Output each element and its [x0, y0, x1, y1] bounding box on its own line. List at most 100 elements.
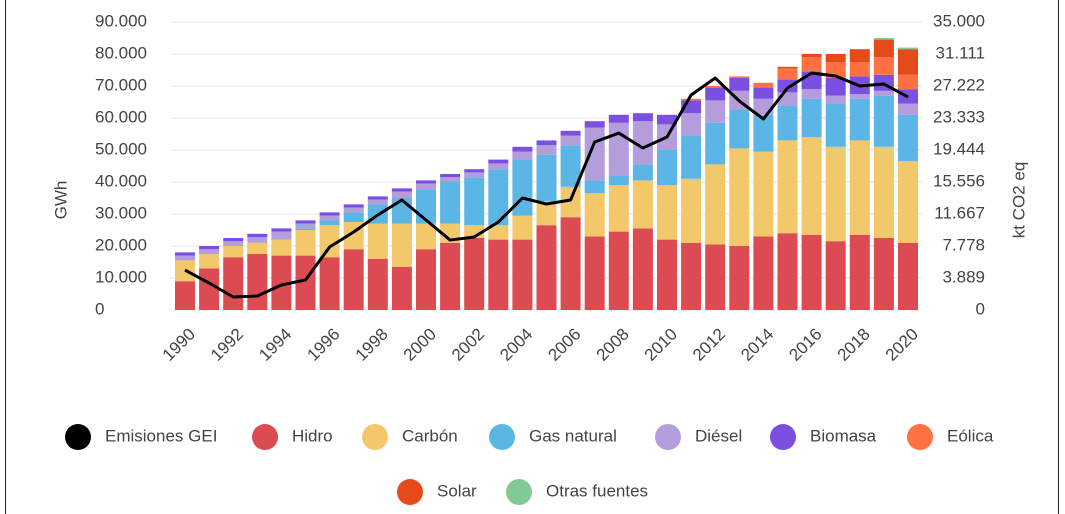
legend-marker	[252, 424, 278, 450]
bar-segment	[777, 233, 798, 310]
bar-segment	[825, 54, 846, 62]
bar-segment	[705, 86, 726, 88]
bar-segment	[343, 249, 364, 310]
bar-segment	[295, 223, 316, 229]
bar-segment	[729, 78, 750, 91]
bar-segment	[777, 79, 798, 93]
bar-segment	[367, 199, 388, 205]
bar-segment	[416, 180, 436, 184]
x-tick-label: 1998	[352, 325, 392, 365]
bar-segment	[729, 110, 750, 149]
y2-tick-label: 19.444	[933, 139, 985, 158]
x-tick-label: 2004	[496, 325, 536, 365]
bar-segment	[705, 164, 726, 245]
bar-segment	[464, 177, 485, 226]
bar-segment	[464, 169, 485, 173]
bar-segment	[608, 114, 629, 123]
bar-segment	[681, 242, 702, 310]
bar-segment	[801, 234, 822, 310]
bar-segment	[657, 114, 677, 125]
bar-segment	[873, 146, 894, 238]
bar-segment	[777, 105, 798, 141]
y-tick-label: 30.000	[95, 203, 147, 222]
bar-segment	[632, 121, 653, 165]
bar-segment	[391, 266, 412, 310]
bar-segment	[608, 122, 629, 176]
bar-segment	[801, 89, 822, 99]
bar-segment	[898, 74, 918, 90]
bar-segment	[391, 188, 412, 192]
bar-segment	[343, 204, 364, 208]
bar-segment	[223, 241, 244, 246]
bar-segment	[560, 145, 581, 187]
bar-segment	[271, 255, 292, 310]
legend-label: Biomasa	[810, 426, 877, 445]
bar-segment	[247, 237, 268, 243]
bar-segment	[295, 255, 316, 310]
bar-segment	[343, 212, 364, 222]
bar-segment	[271, 228, 292, 232]
legend-label: Otras fuentes	[546, 481, 648, 500]
bar-segment	[367, 258, 388, 310]
bar-segment	[632, 113, 653, 122]
bar-segment	[295, 230, 316, 256]
bar-segment	[801, 57, 822, 72]
legend-marker	[506, 479, 532, 505]
legend-label: Carbón	[402, 426, 458, 445]
bar-segment	[512, 146, 533, 152]
bar-segment	[223, 257, 244, 310]
y2-tick-label: 0	[976, 299, 985, 318]
bar-segment	[584, 180, 605, 194]
y2-tick-label: 3.889	[942, 267, 985, 286]
bar-segment	[464, 172, 485, 178]
y2-axis-label: kt CO2 eq	[1009, 162, 1028, 239]
bar-segment	[729, 246, 750, 310]
bar-segment	[175, 281, 195, 310]
y2-tick-label: 11.667	[934, 203, 985, 222]
bar-segment	[488, 239, 509, 310]
y-tick-label: 0	[95, 299, 104, 318]
x-tick-label: 2018	[834, 325, 874, 365]
x-tick-label: 1994	[255, 325, 295, 365]
bar-segment	[175, 255, 195, 261]
x-tick-label: 2006	[544, 325, 584, 365]
bar-segment	[898, 114, 918, 162]
x-tick-label: 1992	[207, 325, 247, 365]
y2-tick-label: 23.333	[933, 107, 985, 126]
bar-segment	[584, 121, 605, 128]
bar-segment	[464, 238, 485, 310]
bar-segment	[632, 180, 653, 229]
bar-segment	[849, 49, 870, 62]
legend-label: Emisiones GEI	[105, 426, 217, 445]
bar-segment	[488, 163, 509, 170]
legend-marker	[907, 424, 933, 450]
x-tick-label: 2012	[689, 325, 729, 365]
bar-segment	[512, 159, 533, 216]
bar-segment	[536, 145, 557, 155]
bar-segment	[681, 98, 702, 101]
bar-segment	[560, 130, 581, 136]
bar-segment	[560, 217, 581, 310]
bar-segment	[367, 223, 388, 259]
bar-segment	[681, 135, 702, 179]
bar-segment	[440, 177, 461, 182]
bar-segment	[801, 98, 822, 138]
legend-label: Gas natural	[529, 426, 617, 445]
bar-segment	[873, 38, 894, 40]
bar-segment	[199, 268, 220, 310]
bar-segment	[705, 100, 726, 123]
legend-marker	[489, 424, 515, 450]
bar-segment	[777, 68, 798, 80]
bar-segment	[681, 178, 702, 243]
bar-segment	[416, 223, 436, 250]
bar-segment	[440, 182, 461, 224]
bar-segment	[223, 238, 244, 242]
bar-segment	[849, 234, 870, 310]
bar-segment	[319, 225, 340, 258]
bar-segment	[319, 215, 340, 221]
bar-segment	[536, 225, 557, 310]
bar-segment	[825, 241, 846, 310]
bar-segment	[825, 78, 846, 96]
bar-segment	[777, 66, 798, 69]
bar-segment	[705, 244, 726, 310]
